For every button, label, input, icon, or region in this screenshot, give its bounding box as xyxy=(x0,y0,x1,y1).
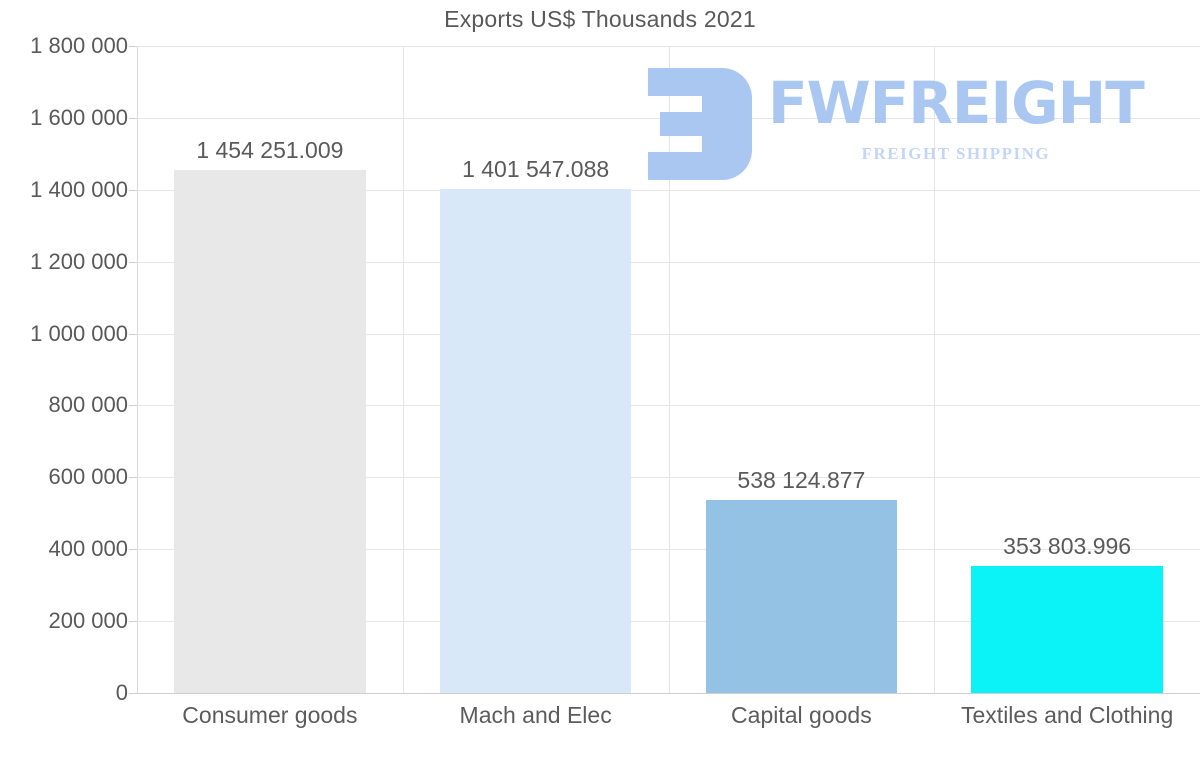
bar[interactable] xyxy=(174,170,366,693)
y-axis-tick-mark xyxy=(129,549,137,551)
category-separator xyxy=(403,46,404,693)
bar-value-label: 538 124.877 xyxy=(737,466,866,493)
y-axis-tick-mark xyxy=(129,189,137,191)
y-axis-tick-mark xyxy=(129,693,137,694)
gridline xyxy=(137,261,1200,263)
y-axis-tick-mark xyxy=(129,621,137,623)
y-axis-tick-label: 400 000 xyxy=(48,536,128,562)
y-axis-tick-mark xyxy=(129,333,137,335)
bar[interactable] xyxy=(705,499,898,693)
y-axis-tick-label: 800 000 xyxy=(48,392,128,418)
x-axis-category-label: Textiles and Clothing xyxy=(961,702,1174,728)
y-axis-tick-label: 600 000 xyxy=(48,464,128,490)
y-axis-tick-label: 1 800 000 xyxy=(30,33,128,58)
category-separator xyxy=(934,46,935,693)
gridline xyxy=(137,189,1200,191)
plot-area xyxy=(137,46,1200,694)
chart-title: Exports US$ Thousands 2021 xyxy=(444,6,756,32)
bar-value-label: 1 401 547.088 xyxy=(462,156,610,183)
y-axis-tick-label: 0 xyxy=(115,680,128,705)
bar[interactable] xyxy=(971,565,1163,693)
y-axis-tick-mark xyxy=(129,477,137,479)
y-axis-line xyxy=(137,46,138,694)
gridline xyxy=(137,405,1200,407)
gridline xyxy=(137,333,1200,335)
x-axis-category-label: Mach and Elec xyxy=(459,702,612,728)
gridline xyxy=(137,46,1200,47)
x-axis-category-label: Consumer goods xyxy=(182,702,358,728)
category-separator xyxy=(669,46,670,693)
bar-value-label: 353 803.996 xyxy=(1003,532,1132,559)
gridline xyxy=(137,693,1200,694)
y-axis-tick-label: 1 600 000 xyxy=(30,104,128,130)
x-axis-category-label: Capital goods xyxy=(731,702,872,728)
y-axis-tick-mark xyxy=(129,117,137,119)
y-axis-tick-mark xyxy=(129,46,137,47)
y-axis-tick-label: 200 000 xyxy=(48,608,128,634)
y-axis-tick-label: 1 400 000 xyxy=(30,176,128,202)
y-axis-tick-label: 1 000 000 xyxy=(30,320,128,346)
gridline xyxy=(137,549,1200,551)
y-axis-tick-label: 1 200 000 xyxy=(30,248,128,274)
y-axis-tick-mark xyxy=(129,405,137,407)
bar[interactable] xyxy=(439,189,632,693)
bar-value-label: 1 454 251.009 xyxy=(196,137,344,164)
gridline xyxy=(137,621,1200,623)
gridline xyxy=(137,477,1200,479)
y-axis-tick-mark xyxy=(129,261,137,263)
